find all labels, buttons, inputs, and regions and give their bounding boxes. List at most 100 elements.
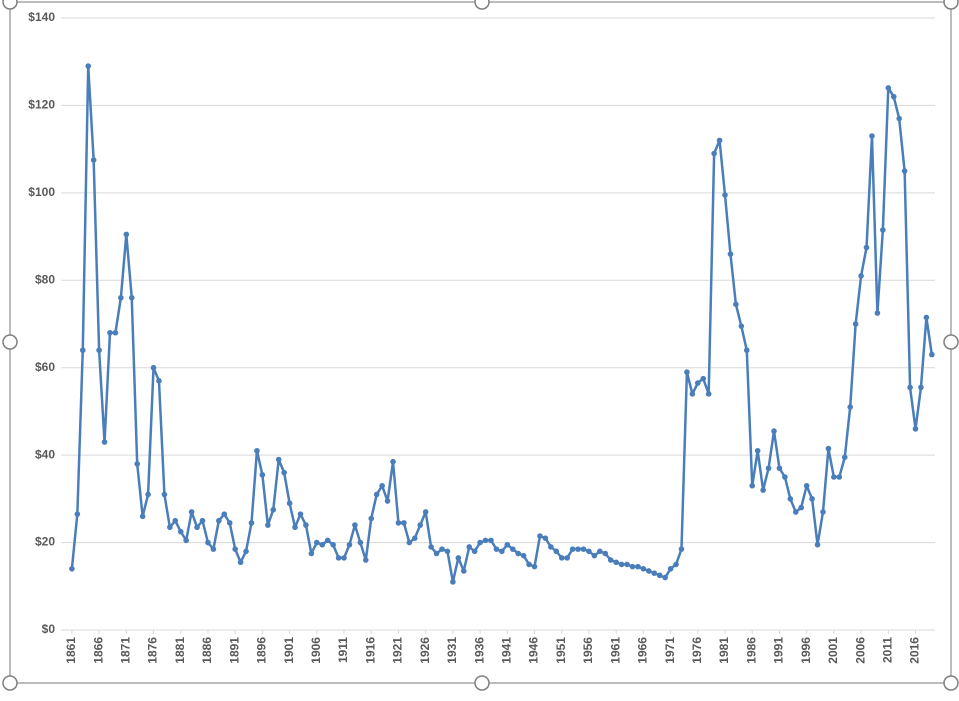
data-point [401,520,407,526]
data-point [504,541,511,548]
data-point [613,559,619,566]
x-tick-label: 1911 [336,637,350,663]
data-point [874,310,881,316]
data-point [493,546,500,552]
data-point [531,563,538,570]
data-point [558,555,565,561]
x-tick-label: 1881 [173,637,187,664]
data-point [716,137,723,144]
data-point [792,509,799,515]
data-point [782,474,788,480]
data-point [85,63,92,69]
data-point [319,541,326,548]
data-point [275,456,282,463]
handle[interactable] [474,0,490,10]
data-point [537,533,543,539]
data-point [74,511,81,517]
data-point [618,561,625,568]
x-tick-label: 1896 [255,637,269,664]
data-point [433,550,440,557]
x-tick-label: 1956 [581,637,595,664]
data-point [428,544,434,550]
x-tick-label: 2016 [908,637,922,664]
y-tick-label: $80 [35,272,55,286]
handle[interactable] [2,0,18,10]
data-point [760,487,766,493]
data-point [738,323,745,329]
data-point [591,552,598,559]
data-point [128,294,135,301]
data-point [406,539,413,546]
chart-frame [9,1,952,684]
data-point [564,555,570,561]
data-point [624,561,630,568]
data-point [705,391,712,397]
data-point [553,548,560,555]
x-tick-label: 2006 [853,637,867,664]
x-tick-label: 2001 [826,637,840,664]
data-point [292,524,298,531]
data-point [689,391,696,397]
data-point [69,566,75,572]
data-point [101,439,108,445]
handle[interactable] [2,675,18,691]
handle[interactable] [2,334,18,350]
data-point [471,548,478,555]
handle[interactable] [943,0,959,10]
data-point [776,465,783,472]
data-point [885,85,892,91]
data-point [684,369,690,375]
data-point [460,568,467,574]
data-point [188,509,195,515]
data-point [831,474,837,480]
data-point [809,496,815,502]
data-point [499,548,505,555]
handle[interactable] [943,334,959,350]
x-tick-label: 1866 [91,637,105,664]
data-point [771,428,777,434]
data-point [852,321,859,327]
data-point [896,115,902,122]
x-tick-label: 1906 [309,637,323,664]
data-point [907,384,913,391]
y-tick-label: $40 [35,447,55,461]
data-point [265,522,271,528]
data-point [194,524,200,531]
data-point [700,375,707,382]
x-tick-label: 1976 [690,637,704,664]
data-point [270,506,277,513]
data-point [814,541,821,548]
data-point [210,546,217,552]
data-point [722,192,728,198]
data-point [602,550,609,557]
x-tick-label: 1916 [363,637,377,664]
data-point [646,568,652,574]
data-point [918,384,924,391]
data-point [929,351,935,358]
data-point [662,574,668,581]
data-point [183,537,189,544]
data-point [199,517,206,524]
data-point [232,546,238,552]
data-point [673,561,679,568]
data-point [607,557,614,563]
x-tick-label: 1981 [717,637,731,664]
data-point [890,93,897,100]
data-point [352,522,358,528]
x-tick-label: 1986 [744,637,758,664]
handle[interactable] [943,675,959,691]
handle[interactable] [474,675,490,691]
data-point [455,555,462,561]
data-point [847,404,853,410]
data-point [172,517,179,524]
y-tick-label: $20 [35,535,55,549]
data-point [297,511,304,517]
y-tick-label: $120 [28,98,55,112]
data-point [640,566,647,572]
data-point [580,546,587,552]
data-point [656,572,663,579]
data-point [575,546,581,552]
data-point [635,563,641,570]
data-point [743,347,750,354]
